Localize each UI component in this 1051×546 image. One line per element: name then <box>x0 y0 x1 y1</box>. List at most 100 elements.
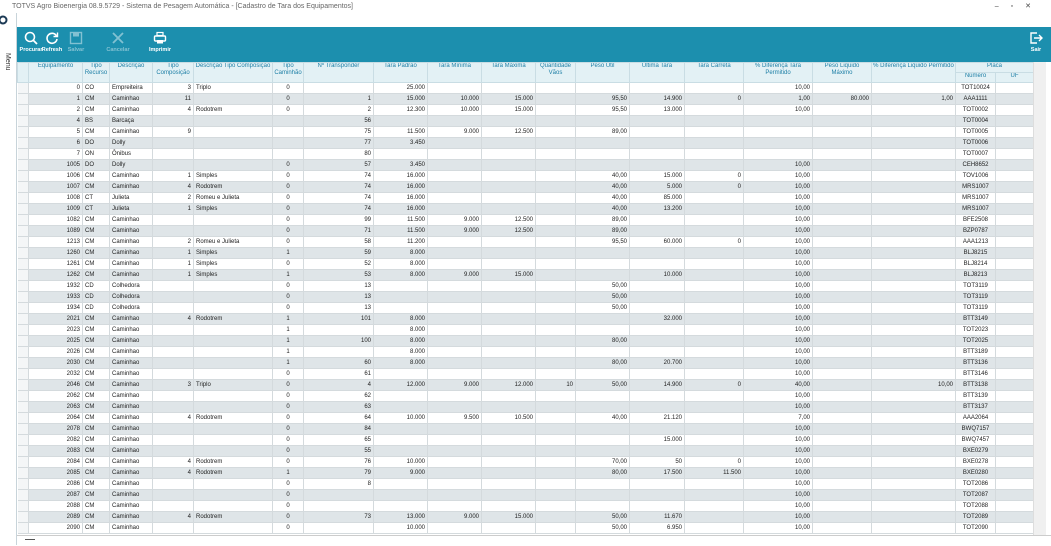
column-header: Tipo Caminhão <box>272 62 304 83</box>
print-button[interactable]: Imprimir <box>140 31 180 53</box>
table-cell: Caminhao <box>109 368 153 380</box>
table-row[interactable]: 1009 CT Julieta 1 Simples 0 74 16.000 40,00 13.20… <box>17 203 1035 215</box>
table-row[interactable]: 1934 CD Colhedora 0 13 50,00 10,00 TOT3119 <box>17 302 1035 314</box>
table-cell: 6.950 <box>629 522 685 534</box>
table-cell <box>995 280 1035 292</box>
table-cell <box>575 489 630 501</box>
exit-button[interactable]: Sair <box>1016 31 1051 53</box>
table-row[interactable]: 2063 CM Caminhao 0 63 10,00 BTT3137 <box>17 401 1035 413</box>
table-cell: 11.500 <box>684 467 744 479</box>
table-cell: 40,00 <box>743 379 813 391</box>
table-row[interactable]: 1006 CM Caminhao 1 Simples 0 74 16.000 40,00 15.0… <box>17 170 1035 182</box>
table-row[interactable]: 2085 CM Caminhao 4 Rodotrem 1 79 9.000 80,00 17.5… <box>17 467 1035 479</box>
table-cell: 1 <box>272 335 304 347</box>
table-row[interactable]: 2090 CM Caminhao 0 10.000 50,00 6.950 10,00 TOT2… <box>17 522 1035 534</box>
table-row[interactable]: 2089 CM Caminhao 4 Rodotrem 0 73 13.000 9.000 15.… <box>17 511 1035 523</box>
table-cell <box>535 115 576 127</box>
table-cell: CM <box>82 401 110 413</box>
table-row[interactable]: 2088 CM Caminhao 0 10,00 TOT2088 <box>17 500 1035 512</box>
table-row[interactable]: 1007 CM Caminhao 4 Rodotrem 0 74 16.000 40,00 5.0… <box>17 181 1035 193</box>
table-cell <box>427 434 482 446</box>
table-row[interactable]: 1932 CD Colhedora 0 13 50,00 10,00 TOT3119 <box>17 280 1035 292</box>
table-row[interactable]: 1933 CD Colhedora 0 13 50,00 10,00 TOT3119 <box>17 291 1035 303</box>
table-row[interactable]: 2025 CM Caminhao 1 100 8.000 80,00 10,00 TOT2025 <box>17 335 1035 347</box>
table-cell: 4 <box>303 379 374 391</box>
table-row[interactable]: 5 CM Caminhao 9 75 11.500 9.000 12.500 89,00 TOT0… <box>17 126 1035 138</box>
table-cell: 12.500 <box>481 225 536 237</box>
table-row[interactable]: 1008 CT Julieta 2 Romeu e Julieta 0 74 16.000 40… <box>17 192 1035 204</box>
table-row[interactable]: 2064 CM Caminhao 4 Rodotrem 0 64 10.000 9.500 10.… <box>17 412 1035 424</box>
table-cell: 10.000 <box>373 412 428 424</box>
table-row[interactable]: 1089 CM Caminhao 0 71 11.500 9.000 12.500 89,00 1… <box>17 225 1035 237</box>
table-cell: BTT3146 <box>955 368 996 380</box>
table-cell <box>684 412 744 424</box>
column-header: Quantidade Vãos <box>535 62 576 83</box>
table-cell <box>684 335 744 347</box>
table-row[interactable]: 2021 CM Caminhao 4 Rodotrem 1 101 8.000 32.000 10… <box>17 313 1035 325</box>
table-row[interactable]: 4 BS Barcaça 56 TOT0004 <box>17 115 1035 127</box>
table-cell: Caminhao <box>109 434 153 446</box>
table-cell: 10,00 <box>743 302 813 314</box>
menu-label[interactable]: Menu <box>4 53 11 71</box>
table-cell: 0 <box>684 181 744 193</box>
table-cell: CM <box>82 313 110 325</box>
table-row[interactable]: 1005 DO Dolly 0 57 3.450 10,00 CEH8652 <box>17 159 1035 171</box>
table-cell: Caminhao <box>109 379 153 391</box>
table-row[interactable]: 1213 CM Caminhao 2 Romeu e Julieta 0 58 11.200 9… <box>17 236 1035 248</box>
table-row[interactable]: 1261 CM Caminhao 1 Simples 0 52 8.000 10,00 BLJ82… <box>17 258 1035 270</box>
table-row[interactable]: 2083 CM Caminhao 0 55 10,00 BXE0279 <box>17 445 1035 457</box>
table-row[interactable]: 7 ON Ônibus 80 TOT0007 <box>17 148 1035 160</box>
table-cell <box>812 214 872 226</box>
table-cell <box>812 500 872 512</box>
table-cell <box>743 115 813 127</box>
table-row[interactable]: 2046 CM Caminhao 3 Triplo 0 4 12.000 9.000 12.000… <box>17 379 1035 391</box>
scrollbar[interactable] <box>1033 62 1046 535</box>
table-cell <box>535 247 576 259</box>
table-row[interactable]: 2023 CM Caminhao 1 8.000 10,00 TOT2023 <box>17 324 1035 336</box>
table-cell <box>812 170 872 182</box>
table-row[interactable]: 2082 CM Caminhao 0 65 15.000 10,00 BWQ7457 <box>17 434 1035 446</box>
table-row[interactable]: 2084 CM Caminhao 4 Rodotrem 0 76 10.000 70,00 50 0… <box>17 456 1035 468</box>
table-row[interactable]: 2030 CM Caminhao 1 60 8.000 80,00 20.700 10,00 BT… <box>17 357 1035 369</box>
table-row[interactable]: 2078 CM Caminhao 0 84 10,00 BWQ7157 <box>17 423 1035 435</box>
table-cell: 14.900 <box>629 379 685 391</box>
table-row[interactable]: 2062 CM Caminhao 0 62 10,00 BTT3139 <box>17 390 1035 402</box>
table-row[interactable]: 1082 CM Caminhao 0 99 11.500 9.000 12.500 89,00 1… <box>17 214 1035 226</box>
table-row[interactable]: 2086 CM Caminhao 0 8 10,00 TOT2086 <box>17 478 1035 490</box>
table-cell <box>193 445 273 457</box>
table-row[interactable]: 6 DO Dolly 77 3.450 TOT0006 <box>17 137 1035 149</box>
table-cell <box>575 115 630 127</box>
table-row[interactable]: 0 CO Empreiteira 3 Triplo 0 25.000 10,00 TOT1002… <box>17 82 1035 94</box>
table-cell: CM <box>82 335 110 347</box>
table-row[interactable]: 2032 CM Caminhao 0 61 10,00 BTT3146 <box>17 368 1035 380</box>
table-cell <box>684 269 744 281</box>
search-button[interactable]: Procurar <box>11 31 51 53</box>
table-cell: 50,00 <box>575 522 630 534</box>
save-button[interactable]: Salvar <box>56 31 96 53</box>
table-row[interactable]: 2026 CM Caminhao 1 8.000 10,00 BTT3189 <box>17 346 1035 358</box>
table-row[interactable]: 1 CM Caminhao 11 0 1 15.000 10.000 15.000 95,50 14… <box>17 93 1035 105</box>
table-row[interactable]: 1260 CM Caminhao 1 Simples 1 59 8.000 10,00 BLJ82… <box>17 247 1035 259</box>
table-cell <box>152 115 194 127</box>
table-row[interactable]: 1262 CM Caminhao 1 Simples 1 53 8.000 9.000 15.00… <box>17 269 1035 281</box>
table-cell: 13 <box>303 302 374 314</box>
table-cell: MRS1007 <box>955 203 996 215</box>
table-cell <box>373 368 428 380</box>
table-cell <box>575 247 630 259</box>
table-cell: 1 <box>272 313 304 325</box>
table-cell <box>812 236 872 248</box>
table-cell <box>535 467 576 479</box>
window-controls[interactable]: –▫✕ <box>994 3 1043 10</box>
table-cell: 2089 <box>28 511 83 523</box>
table-cell <box>812 324 872 336</box>
row-selector <box>17 324 29 336</box>
cancel-button[interactable]: Cancelar <box>98 31 138 53</box>
side-menu[interactable]: Menu <box>0 13 17 545</box>
refresh-button[interactable]: Refresh <box>32 31 72 53</box>
table-cell <box>629 423 685 435</box>
table-cell: 0 <box>272 423 304 435</box>
table-row[interactable]: 2 CM Caminhao 4 Rodotrem 0 2 12.300 10.000 15.000… <box>17 104 1035 116</box>
table-cell <box>535 170 576 182</box>
table-row[interactable]: 2087 CM Caminhao 0 10,00 TOT2087 <box>17 489 1035 501</box>
table-cell: 4 <box>152 467 194 479</box>
